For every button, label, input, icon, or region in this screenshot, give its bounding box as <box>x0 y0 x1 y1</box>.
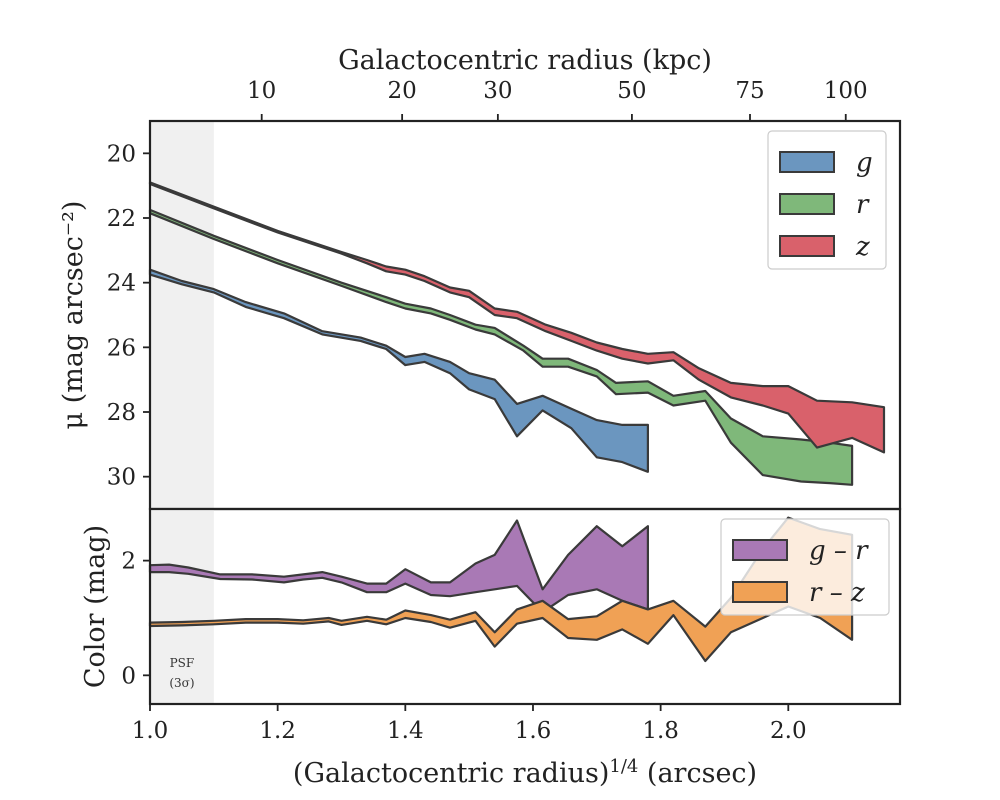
color-y-axis-ticks: 02 <box>121 549 150 689</box>
legend-swatch <box>732 539 788 561</box>
legend-label: g <box>856 148 873 178</box>
bottom-axis-title: (Galactocentric radius)1/4 (arcsec) <box>293 756 757 790</box>
color-y-axis-title: Color (mag) <box>80 525 111 688</box>
top-tick-label: 50 <box>617 78 646 104</box>
y-tick-label: 22 <box>107 206 136 232</box>
legend-label: r <box>856 190 870 220</box>
x-tick-label: 2.0 <box>770 718 807 744</box>
psf-label: PSF <box>170 656 195 670</box>
color-legend: g – r r – z <box>720 518 890 616</box>
color-plot-frame <box>148 507 902 706</box>
y-tick-label: 28 <box>107 400 136 426</box>
series-band-gr <box>148 519 649 614</box>
surface-brightness-series <box>148 181 886 486</box>
x-tick-label: 1.6 <box>515 718 552 744</box>
top-axis-ticks: 10 20 30 50 75 100 <box>247 78 868 121</box>
legend-label: g – r <box>809 536 869 566</box>
main-y-axis-ticks: 20 22 24 26 28 30 <box>107 141 150 491</box>
legend-swatch <box>779 193 835 215</box>
x-tick-label: 1.8 <box>642 718 679 744</box>
y-tick-label: 20 <box>107 141 136 167</box>
top-tick-label: 100 <box>824 78 868 104</box>
series-band-z <box>148 181 886 454</box>
top-axis-title: Galactocentric radius (kpc) <box>338 45 712 76</box>
surface-brightness-panel: 20 22 24 26 28 30 μ (mag arcsec⁻²) grz <box>58 119 902 511</box>
top-tick-label: 30 <box>483 78 512 104</box>
top-tick-label: 10 <box>247 78 276 104</box>
legend-swatch <box>779 235 835 257</box>
y-tick-label: 2 <box>121 549 136 575</box>
y-tick-label: 24 <box>107 271 136 297</box>
series-band-r <box>148 208 854 486</box>
psf-shade-color <box>150 509 214 704</box>
color-panel: 02 1.0 1.2 1.4 1.6 1.8 2.0 Color (mag) PSF (3… <box>80 507 902 744</box>
legend-label: r – z <box>809 578 865 608</box>
y-tick-label: 0 <box>121 663 136 689</box>
x-tick-label: 1.2 <box>259 718 296 744</box>
x-tick-label: 1.4 <box>387 718 424 744</box>
x-tick-label: 1.0 <box>132 718 169 744</box>
top-tick-label: 75 <box>735 78 764 104</box>
y-tick-label: 26 <box>107 335 136 361</box>
top-tick-label: 20 <box>387 78 416 104</box>
legend-swatch <box>779 151 835 173</box>
y-tick-label: 30 <box>107 465 136 491</box>
main-y-axis-title: μ (mag arcsec⁻²) <box>58 201 89 430</box>
legend-swatch <box>732 581 788 603</box>
legend-label: z <box>855 232 870 262</box>
x-axis-ticks: 1.0 1.2 1.4 1.6 1.8 2.0 <box>132 704 807 744</box>
series-band-g <box>148 268 649 473</box>
main-legend: grz <box>767 130 887 270</box>
psf-shade-main <box>150 121 214 509</box>
psf-label-sigma: (3σ) <box>169 676 194 690</box>
